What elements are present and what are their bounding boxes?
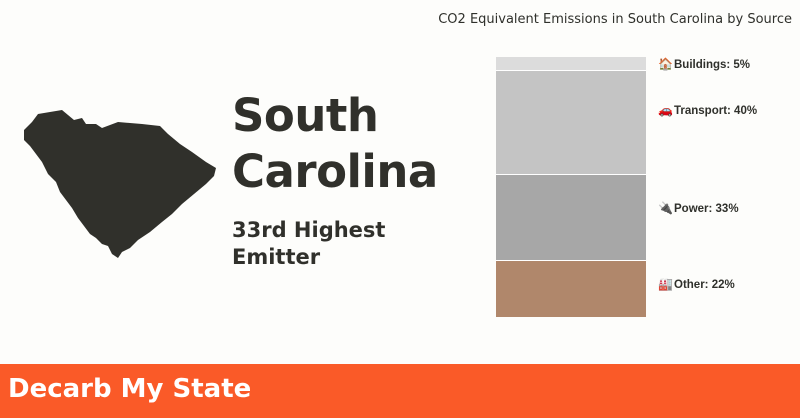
segment-label-text: Power: 33%: [674, 203, 739, 216]
state-name-line1: South: [232, 89, 379, 142]
segment-label-factory: 🏭Other: 22%: [658, 277, 735, 292]
state-shape: [24, 110, 216, 258]
chart-title: CO2 Equivalent Emissions in South Caroli…: [438, 12, 792, 27]
bar-segment-factory: [496, 259, 646, 317]
state-name-line2: Carolina: [232, 145, 438, 198]
south-carolina-map: [24, 110, 216, 258]
segment-label-text: Other: 22%: [674, 278, 735, 291]
segment-label-house: 🏠Buildings: 5%: [658, 57, 750, 72]
state-name: South Carolina: [232, 88, 438, 200]
bar-segment-house: [496, 57, 646, 70]
car-icon: 🚗: [658, 103, 673, 118]
bar-segment-plug: [496, 174, 646, 260]
rank-line1: 33rd Highest: [232, 218, 386, 242]
segment-label-plug: 🔌Power: 33%: [658, 201, 739, 216]
segment-label-car: 🚗Transport: 40%: [658, 103, 757, 118]
rank-line2: Emitter: [232, 245, 321, 269]
stacked-bar: [496, 57, 646, 317]
house-icon: 🏠: [658, 56, 673, 71]
bar-segment-car: [496, 70, 646, 174]
brand-title: Decarb My State: [8, 374, 252, 404]
emitter-rank: 33rd Highest Emitter: [232, 217, 385, 271]
footer-banner: Decarb My State: [0, 364, 800, 418]
plug-icon: 🔌: [658, 201, 673, 216]
segment-label-text: Buildings: 5%: [674, 58, 751, 71]
factory-icon: 🏭: [658, 276, 673, 291]
segment-label-text: Transport: 40%: [674, 105, 758, 118]
